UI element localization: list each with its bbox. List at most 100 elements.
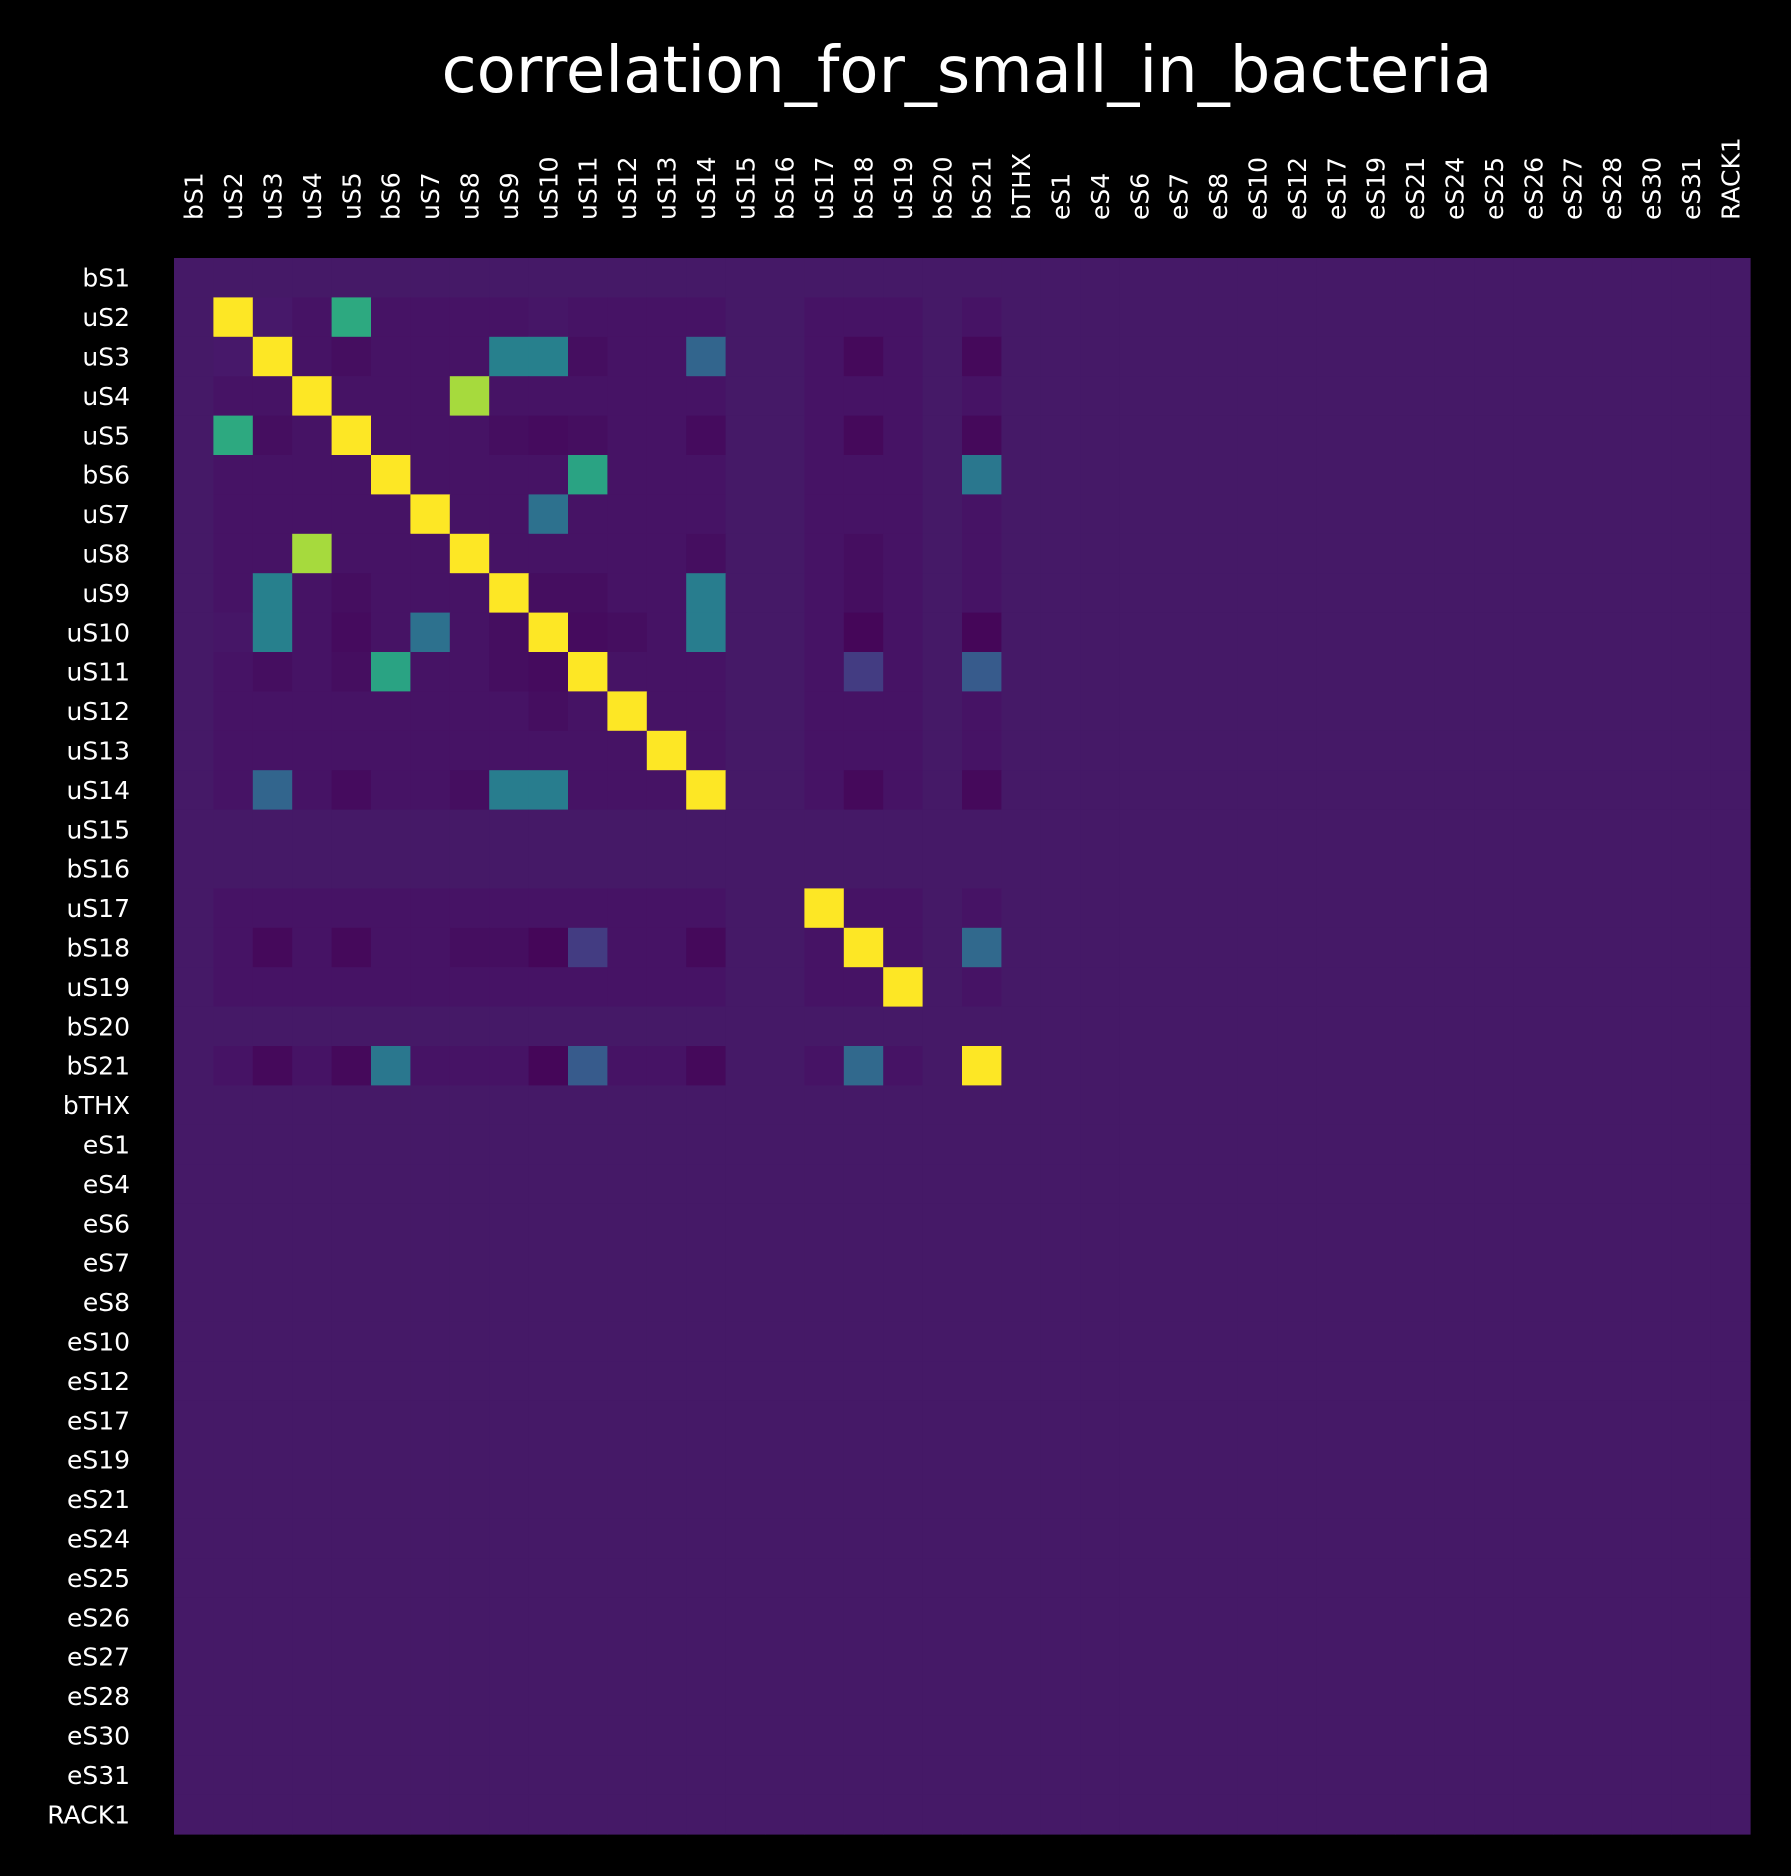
heatmap-cell: [174, 1518, 214, 1559]
heatmap-cell: [962, 1124, 1002, 1165]
heatmap-cell: [213, 1676, 254, 1717]
heatmap-cell: [765, 336, 805, 377]
heatmap-cell: [174, 1400, 214, 1441]
heatmap-cell: [883, 533, 924, 574]
heatmap-cell: [1040, 691, 1081, 732]
heatmap-cell: [1395, 770, 1436, 811]
heatmap-cell: [922, 1085, 963, 1126]
heatmap-cell: [410, 1794, 451, 1835]
heatmap-cell: [568, 809, 608, 850]
heatmap-cell: [1237, 1400, 1278, 1441]
heatmap-cell: [1080, 967, 1121, 1008]
heatmap-cell: [765, 1046, 805, 1086]
heatmap-cell: [922, 376, 963, 417]
heatmap-cell: [1631, 1479, 1672, 1520]
heatmap-cell: [686, 849, 727, 889]
y-tick-label: eS7: [83, 1249, 130, 1278]
heatmap-cell: [1395, 809, 1436, 850]
heatmap-cell: [568, 573, 608, 614]
heatmap-cell: [686, 1755, 727, 1796]
heatmap-cell: [725, 1321, 766, 1362]
heatmap-cell: [1277, 336, 1318, 377]
heatmap-cell: [725, 1794, 766, 1835]
heatmap-cell: [843, 1085, 884, 1126]
heatmap-cell: [1277, 1637, 1318, 1677]
heatmap-cell: [765, 1124, 805, 1165]
heatmap-cell: [1040, 1203, 1081, 1244]
heatmap-cell: [1001, 1203, 1042, 1244]
heatmap-cell: [371, 770, 411, 811]
heatmap-cell: [1474, 1715, 1515, 1756]
heatmap-cell: [528, 336, 569, 377]
y-tick-label: uS8: [82, 540, 130, 569]
heatmap-cell: [1198, 1164, 1239, 1205]
heatmap-cell: [1040, 1794, 1081, 1835]
heatmap-cell: [1671, 1518, 1712, 1559]
heatmap-cell: [962, 336, 1002, 377]
y-tick-label: eS19: [67, 1446, 130, 1475]
heatmap-cell: [1513, 1203, 1554, 1244]
heatmap-cell: [1710, 1558, 1751, 1599]
heatmap-cell: [1316, 1006, 1357, 1047]
heatmap-cell: [1513, 1400, 1554, 1441]
heatmap-cell: [449, 415, 490, 456]
heatmap-cell: [1159, 1755, 1199, 1796]
heatmap-cell: [528, 1676, 569, 1717]
heatmap-cell: [922, 573, 963, 614]
heatmap-cell: [568, 1243, 608, 1283]
heatmap-cell: [252, 297, 293, 338]
heatmap-cell: [1592, 1400, 1633, 1441]
heatmap-cell: [1710, 297, 1751, 338]
heatmap-cell: [213, 1243, 254, 1283]
heatmap-cell: [962, 652, 1002, 692]
heatmap-cell: [1356, 1085, 1396, 1126]
heatmap-cell: [1237, 612, 1278, 653]
heatmap-cell: [962, 1479, 1002, 1520]
heatmap-cell: [213, 336, 254, 377]
heatmap-cell: [1001, 1637, 1042, 1677]
heatmap-cell: [1316, 1558, 1357, 1599]
x-tick-label: uS12: [613, 156, 642, 220]
heatmap-cell: [1001, 376, 1042, 417]
heatmap-cell: [1159, 809, 1199, 850]
heatmap-cell: [371, 1006, 411, 1047]
heatmap-cell: [607, 967, 648, 1008]
heatmap-cell: [252, 730, 293, 771]
heatmap-cell: [804, 1046, 845, 1086]
heatmap-cell: [1513, 612, 1554, 653]
heatmap-cell: [607, 533, 648, 574]
heatmap-cell: [686, 1400, 727, 1441]
heatmap-cell: [843, 967, 884, 1008]
heatmap-cell: [962, 1046, 1002, 1086]
heatmap-cell: [1237, 1046, 1278, 1086]
heatmap-cell: [883, 297, 924, 338]
heatmap-cell: [1316, 809, 1357, 850]
heatmap-cell: [646, 258, 687, 298]
heatmap-cell: [1277, 1361, 1318, 1402]
heatmap-cell: [1513, 1637, 1554, 1677]
heatmap-cell: [765, 1479, 805, 1520]
heatmap-cell: [804, 1203, 845, 1244]
heatmap-cell: [686, 573, 727, 614]
heatmap-cell: [213, 770, 254, 811]
heatmap-cell: [1316, 927, 1357, 968]
heatmap-cell: [1553, 1518, 1593, 1559]
heatmap-cell: [646, 415, 687, 456]
heatmap-cell: [371, 336, 411, 377]
heatmap-cell: [1237, 533, 1278, 574]
heatmap-cell: [1356, 730, 1396, 771]
heatmap-cell: [410, 1440, 451, 1480]
heatmap-cell: [489, 691, 530, 732]
heatmap-cell: [1316, 612, 1357, 653]
heatmap-cell: [1513, 1518, 1554, 1559]
heatmap-cell: [922, 809, 963, 850]
heatmap-cell: [1513, 849, 1554, 889]
heatmap-cell: [1395, 1046, 1436, 1086]
heatmap-cell: [568, 1715, 608, 1756]
heatmap-cell: [1119, 1164, 1160, 1205]
heatmap-cell: [410, 1637, 451, 1677]
heatmap-cell: [1474, 927, 1515, 968]
heatmap-cell: [1316, 1518, 1357, 1559]
heatmap-cell: [843, 1203, 884, 1244]
heatmap-cell: [449, 1794, 490, 1835]
